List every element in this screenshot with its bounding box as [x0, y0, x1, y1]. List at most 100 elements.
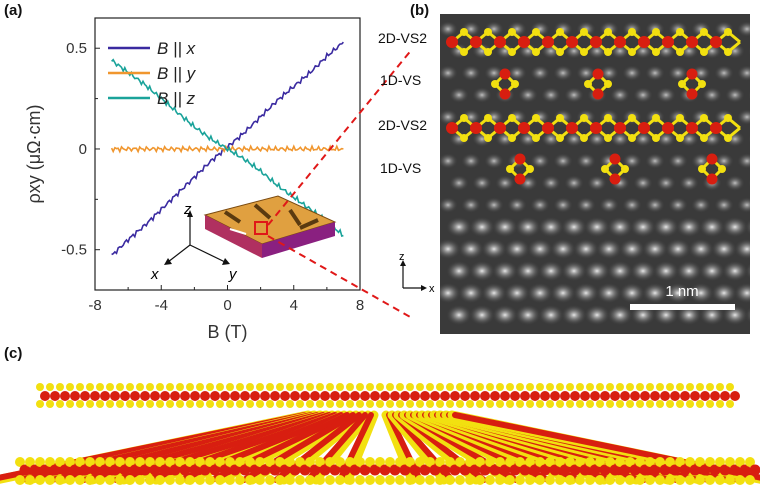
sulfur-atom	[532, 48, 540, 56]
vanadium-atom	[638, 122, 650, 134]
vanadium-atom	[592, 88, 604, 100]
sulfur-atom	[325, 457, 335, 467]
vanadium-atom	[29, 464, 41, 476]
x-tick-label: 8	[356, 297, 364, 314]
sulfur-atom	[206, 383, 214, 391]
sulfur-atom	[460, 28, 468, 36]
vanadium-atom	[299, 464, 311, 476]
sulfur-atom	[115, 457, 125, 467]
stem-atom-column	[504, 282, 530, 304]
stem-atom-column	[622, 153, 642, 169]
sulfur-atom	[724, 28, 732, 36]
sulfur-atom	[286, 383, 294, 391]
sulfur-atom	[86, 383, 94, 391]
sulfur-atom	[678, 80, 686, 88]
device-highlight-box	[254, 221, 268, 235]
stem-atom-column	[633, 175, 653, 191]
vanadium-atom	[70, 391, 80, 401]
sulfur-atom	[628, 114, 636, 122]
vanadium-atom	[320, 391, 330, 401]
vanadium-atom	[638, 36, 650, 48]
sulfur-atom	[126, 400, 134, 408]
sulfur-atom	[186, 400, 194, 408]
stem-atom-column	[737, 21, 750, 37]
stem-atom-column	[645, 153, 665, 169]
vanadium-atom	[230, 391, 240, 401]
vanadium-atom	[180, 391, 190, 401]
stem-atom-column	[619, 282, 645, 304]
sulfur-atom	[66, 383, 74, 391]
sulfur-atom	[526, 165, 534, 173]
sulfur-atom	[106, 400, 114, 408]
sulfur-atom	[465, 475, 475, 485]
sulfur-atom	[55, 475, 65, 485]
sulfur-atom	[506, 400, 514, 408]
sulfur-atom	[596, 383, 604, 391]
sulfur-atom	[366, 400, 374, 408]
stem-atom-column	[440, 197, 458, 213]
vanadium-atom	[310, 391, 320, 401]
vanadium-atom	[540, 391, 550, 401]
stem-atom-column	[440, 21, 458, 37]
stem-atom-column	[576, 65, 596, 81]
sulfur-atom	[406, 400, 414, 408]
vanadium-atom	[649, 464, 661, 476]
sulfur-atom	[606, 400, 614, 408]
vanadium-atom	[670, 391, 680, 401]
sulfur-atom	[166, 383, 174, 391]
vanadium-atom	[410, 391, 420, 401]
sulfur-atom	[45, 457, 55, 467]
sulfur-atom	[625, 475, 635, 485]
vanadium-atom	[590, 391, 600, 401]
sulfur-atom	[666, 400, 674, 408]
vanadium-atom	[500, 391, 510, 401]
sulfur-atom	[196, 400, 204, 408]
stem-atom-column	[748, 178, 750, 188]
vanadium-atom	[40, 391, 50, 401]
vanadium-atom	[639, 464, 651, 476]
vanadium-atom	[130, 391, 140, 401]
vanadium-atom	[514, 173, 526, 185]
sulfur-atom	[315, 475, 325, 485]
stem-axis-x-label: x	[429, 283, 435, 295]
sulfur-atom	[515, 457, 525, 467]
stem-atom-column	[587, 175, 607, 191]
stem-atom-column	[688, 282, 714, 304]
vanadium-atom	[189, 464, 201, 476]
sulfur-atom	[396, 400, 404, 408]
sulfur-atom	[35, 457, 45, 467]
sulfur-atom	[355, 475, 365, 485]
vanadium-atom	[710, 122, 722, 134]
plot-frame	[94, 17, 361, 291]
sulfur-atom	[628, 48, 636, 56]
sulfur-atom	[155, 475, 165, 485]
sulfur-atom	[295, 457, 305, 467]
vanadium-atom	[549, 464, 561, 476]
vanadium-atom	[662, 122, 674, 134]
sulfur-atom	[675, 457, 685, 467]
stem-atom-column	[495, 175, 515, 191]
vanadium-atom	[710, 391, 720, 401]
vanadium-atom	[260, 391, 270, 401]
sulfur-atom	[665, 457, 675, 467]
vanadium-atom	[650, 391, 660, 401]
x-tick-label: 4	[290, 297, 298, 314]
stem-atom-column	[610, 131, 630, 147]
sulfur-atom	[366, 383, 374, 391]
stem-atom-column	[607, 216, 633, 238]
vanadium-atom	[289, 464, 301, 476]
sulfur-atom	[215, 457, 225, 467]
stem-atom-column	[599, 65, 619, 81]
sulfur-atom	[696, 400, 704, 408]
stem-atom-column	[656, 175, 676, 191]
stem-atom-column	[461, 197, 481, 213]
sulfur-atom	[135, 475, 145, 485]
sulfur-atom	[491, 80, 499, 88]
vanadium-atom	[120, 391, 130, 401]
structure-3d-rendering	[0, 383, 760, 485]
stem-atom-column	[725, 87, 745, 103]
sulfur-atom	[356, 383, 364, 391]
sulfur-atom	[346, 400, 354, 408]
sulfur-atom	[724, 134, 732, 142]
sulfur-atom	[345, 457, 355, 467]
